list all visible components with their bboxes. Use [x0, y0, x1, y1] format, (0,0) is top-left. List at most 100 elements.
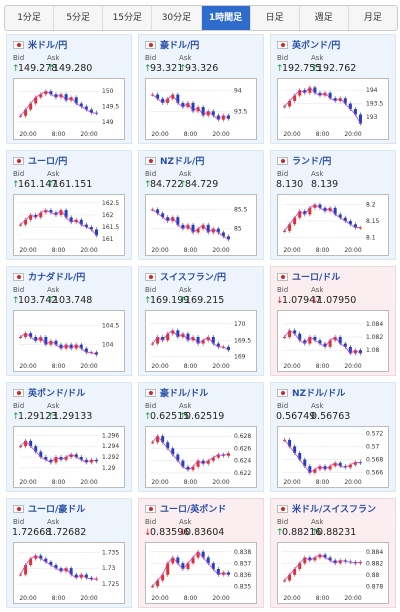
flag-icon [13, 389, 24, 397]
pair-title[interactable]: 英ポンド/ドル [28, 389, 86, 399]
close-line [152, 435, 229, 471]
candle [34, 214, 38, 218]
candle [318, 554, 322, 558]
rate-panel: カナダドル/円 Bid Ask ↑103.742 ↑103.748 104.5 104 20:… [6, 266, 132, 376]
ask-label: Ask [311, 518, 324, 526]
candle [221, 115, 225, 120]
candle [323, 343, 327, 347]
pair-title[interactable]: NZドル/ドル [292, 389, 346, 399]
trend-arrow: ↑ [12, 64, 20, 74]
x-tick-label: 20:00 [151, 247, 168, 254]
candle [298, 453, 302, 460]
x-tick-label: 20:00 [80, 131, 97, 138]
pair-title[interactable]: カナダドル/円 [28, 273, 86, 283]
ask-text: 169.215 [185, 295, 225, 306]
pair-title[interactable]: スイスフラン/円 [160, 273, 227, 283]
candle [171, 557, 175, 564]
pair-title[interactable]: ユーロ/豪ドル [28, 505, 86, 515]
timeframe-tab[interactable]: 5分足 [54, 6, 104, 30]
pair-title[interactable]: NZドル/円 [160, 157, 205, 167]
candle [226, 572, 230, 575]
ask-value: ↑149.280 [47, 63, 92, 74]
candle [211, 337, 215, 344]
pair-title[interactable]: 英ポンド/円 [292, 41, 341, 51]
trend-arrow: ↑ [144, 180, 152, 190]
pair-title[interactable]: 米ドル/スイスフラン [292, 505, 377, 515]
candle [318, 204, 322, 208]
candle [166, 563, 170, 575]
bid-value: ↑103.742 [12, 295, 57, 306]
y-tick-label: 162.5 [102, 200, 119, 207]
candle [226, 236, 230, 240]
timeframe-tab[interactable]: 1時間足 [201, 6, 251, 30]
bid-label: Bid [277, 286, 289, 294]
candle [161, 574, 165, 581]
pair-title[interactable]: 豪ドル/ドル [160, 389, 209, 399]
timeframe-tab[interactable]: 15分足 [103, 6, 153, 30]
candle [151, 442, 155, 444]
flag-mark [17, 43, 21, 47]
candle [201, 224, 205, 229]
y-tick-label: 0.57 [366, 443, 380, 450]
candle [44, 457, 48, 460]
mini-chart: 94 93.5 20:00 8:00 20:00 [145, 78, 257, 140]
candle [343, 98, 347, 104]
timeframe-tab[interactable]: 週足 [300, 6, 349, 30]
trend-arrow: ↑ [276, 528, 284, 538]
pair-title[interactable]: 豪ドル/円 [160, 41, 200, 51]
trend-arrow: ↑ [179, 412, 187, 422]
pair-title[interactable]: ランド/円 [292, 157, 332, 167]
rate-panel: ユーロ/ドル Bid Ask ↓1.07947 ↓1.07950 1.084 1.082 1.… [270, 266, 396, 376]
y-tick-label: 8.15 [366, 218, 380, 225]
candle [94, 578, 98, 580]
candle [34, 97, 38, 104]
candle [353, 350, 357, 354]
trend-arrow: ↓ [144, 528, 152, 538]
ask-value: ↑0.88231 [311, 527, 356, 538]
y-tick-label: 8.2 [366, 202, 376, 209]
y-tick-label: 1.735 [102, 549, 119, 556]
ask-label: Ask [47, 518, 60, 526]
x-tick-label: 8:00 [52, 131, 66, 138]
ask-label: Ask [47, 170, 60, 178]
y-tick-label: 0.628 [234, 433, 251, 440]
bid-label: Bid [277, 402, 289, 410]
rate-panel: 豪ドル/円 Bid Ask ↑93.321 ↑93.326 94 93.5 20:00 8:00… [138, 34, 264, 144]
candle [186, 563, 190, 569]
candle [283, 230, 287, 232]
candle [298, 211, 302, 218]
pair-title[interactable]: ユーロ/円 [28, 157, 68, 167]
close-line [284, 554, 361, 581]
x-tick-label: 8:00 [184, 479, 198, 486]
bid-label: Bid [13, 286, 25, 294]
timeframe-tab[interactable]: 日足 [251, 6, 300, 30]
y-tick-label: 0.878 [366, 583, 383, 590]
pair-title[interactable]: ユーロ/ドル [292, 273, 341, 283]
close-line [20, 440, 97, 463]
rate-panel: 米ドル/スイスフラン Bid Ask ↑0.88216 ↑0.88231 0.884 0.8… [270, 498, 396, 608]
y-tick-label: 104 [102, 342, 114, 349]
y-tick-label: 1.294 [102, 443, 119, 450]
pair-title[interactable]: 米ドル/円 [28, 41, 68, 51]
candle [161, 436, 165, 443]
rate-panel: ユーロ/円 Bid Ask ↑161.147 ↑161.151 162.5 162 161.5… [6, 150, 132, 260]
rate-panel: ユーロ/英ポンド Bid Ask ↓0.83596 ↓0.83604 0.838 0.837… [138, 498, 264, 608]
x-tick-label: 20:00 [212, 247, 229, 254]
candle [338, 560, 342, 564]
candle [64, 568, 68, 572]
close-line [152, 93, 229, 121]
candle [74, 97, 78, 104]
timeframe-tab[interactable]: 30分足 [152, 6, 202, 30]
chart-frame [277, 310, 389, 372]
bid-label: Bid [13, 54, 25, 62]
mini-chart: 0.838 0.837 0.836 0.835 20:00 8:00 20:00 [145, 542, 257, 604]
pair-title[interactable]: ユーロ/英ポンド [160, 505, 227, 515]
x-tick-label: 20:00 [344, 479, 361, 486]
ask-text: 84.729 [185, 179, 219, 190]
candle [79, 103, 83, 107]
candle [156, 436, 160, 443]
timeframe-tab[interactable]: 月足 [363, 13, 382, 23]
x-tick-label: 20:00 [283, 247, 300, 254]
timeframe-tab[interactable]: 1分足 [5, 6, 55, 30]
candle [74, 219, 78, 223]
